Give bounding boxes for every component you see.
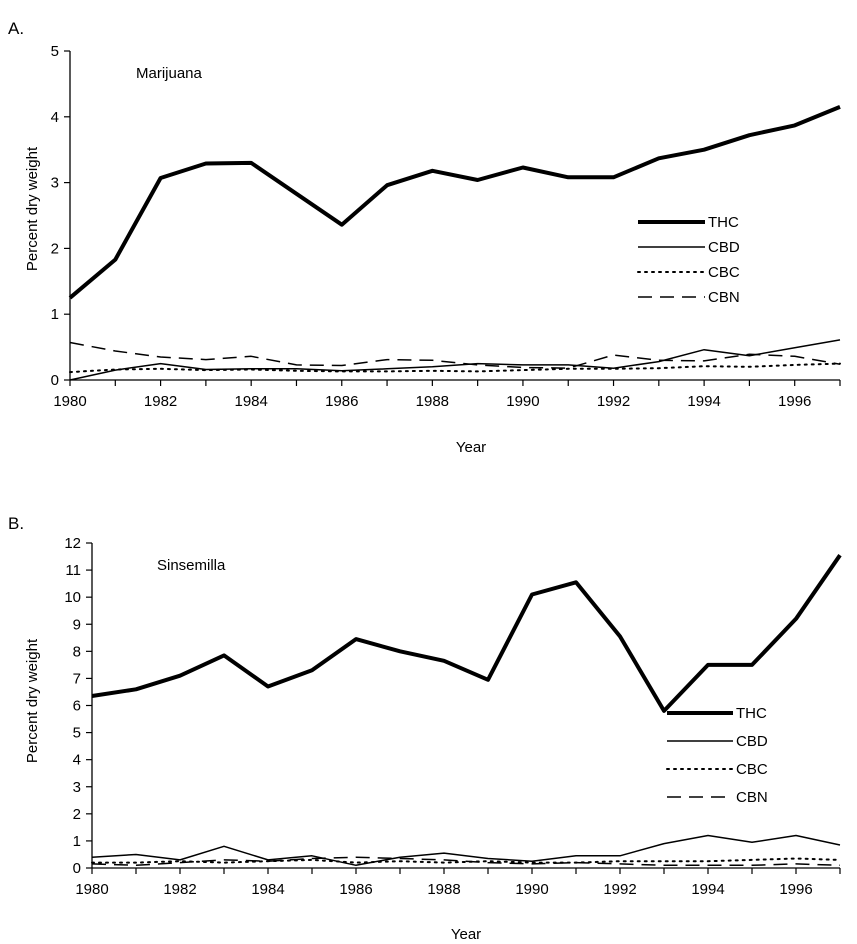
panel-b-y-tick-label: 5: [73, 725, 81, 742]
panel-a-lines: [68, 105, 841, 381]
panel-b-axes: [91, 543, 840, 869]
panel-b-y-tick-label: 0: [73, 860, 81, 877]
panel-b-y-tick-label: 10: [64, 589, 81, 606]
panel-a-legend-label-thc: THC: [708, 214, 739, 231]
panel-b-series-cbn-line: [91, 856, 841, 867]
panel-b-y-tick-label: 1: [73, 833, 81, 850]
panel-b-y-tick-label: 6: [73, 698, 81, 715]
panel-a-xlabel: Year: [456, 439, 486, 456]
panel-a-legend-label-cbn: CBN: [708, 289, 740, 306]
panel-b-x-tick-label: 1982: [163, 881, 196, 898]
panel-a-legend-label-cbc: CBC: [708, 264, 740, 281]
panel-a-series-cbd-line: [69, 339, 841, 381]
panel-b-y-tick-label: 9: [73, 616, 81, 633]
panel-b-y-tick-label: 12: [64, 535, 81, 552]
panel-a-y-tick-label: 1: [51, 306, 59, 323]
panel-b-x-tick-label: 1996: [779, 881, 812, 898]
panel-a-axes: [69, 51, 840, 381]
panel-b-legend-label-cbc: CBC: [736, 761, 768, 778]
panel-a-x-tick-label: 1994: [687, 393, 720, 410]
panel-b-x-tick-label: 1994: [691, 881, 724, 898]
panel-b-legend: THC CBD CBC CBN: [666, 705, 768, 806]
panel-a-y-tick-label: 2: [51, 240, 59, 257]
panel-b-series-thc-line: [91, 554, 842, 713]
panel-a-series-cbc-line: [69, 362, 841, 374]
panel-a-y-tick-label: 0: [51, 372, 59, 389]
panel-a-x-tick-label: 1996: [778, 393, 811, 410]
panel-b-letter: B.: [8, 514, 24, 533]
panel-b-title: Sinsemilla: [157, 557, 226, 574]
panel-a-x-tick-label: 1984: [234, 393, 267, 410]
panel-b-y-tick-label: 4: [73, 752, 81, 769]
panel-a-title: Marijuana: [136, 65, 203, 82]
panel-b-lines: [91, 554, 842, 867]
panel-b: B. Sinsemilla Percent dry weight Year 0 1…: [8, 514, 842, 943]
panel-a-letter: A.: [8, 19, 24, 38]
panel-b-y-tick-label: 11: [65, 562, 81, 579]
panel-b-y-tick-label: 7: [73, 670, 81, 687]
panel-a: A. Marijuana Percent dry weight Year 0 1 2…: [8, 19, 841, 456]
panel-a-ylabel: Percent dry weight: [24, 146, 41, 271]
panel-a-series-thc-line: [68, 105, 841, 300]
panel-a-x-tick-label: 1986: [325, 393, 358, 410]
panel-b-y-tick-label: 8: [73, 643, 81, 660]
panel-b-series-cbd-line: [91, 834, 841, 867]
panel-a-legend-label-cbd: CBD: [708, 239, 740, 256]
panel-b-xlabel: Year: [451, 926, 481, 943]
panel-b-x-tick-label: 1986: [339, 881, 372, 898]
panel-a-series-cbn-line: [69, 341, 841, 369]
panel-b-series-cbc-line: [91, 857, 841, 864]
panel-b-legend-label-cbd: CBD: [736, 733, 768, 750]
panel-a-y-tick-label: 5: [51, 43, 59, 60]
panel-b-legend-label-thc: THC: [736, 705, 767, 722]
panel-b-x-tick-label: 1980: [75, 881, 108, 898]
panel-a-x-tick-label: 1980: [53, 393, 86, 410]
panel-b-y-tick-label: 3: [73, 779, 81, 796]
panel-a-legend: THC CBD CBC CBN: [637, 214, 740, 306]
panel-b-x-tick-label: 1992: [603, 881, 636, 898]
panel-b-ylabel: Percent dry weight: [24, 638, 41, 763]
panel-a-x-tick-label: 1990: [506, 393, 539, 410]
panel-a-ticks: 0 1 2 3 4 5 1980 1982 1984 1986 1988 1990 1992 1994 19…: [51, 43, 841, 410]
panel-b-legend-label-cbn: CBN: [736, 789, 768, 806]
panel-b-x-tick-label: 1990: [515, 881, 548, 898]
panel-b-y-tick-label: 2: [73, 806, 81, 823]
panel-b-x-tick-label: 1984: [251, 881, 284, 898]
panel-a-x-tick-label: 1992: [597, 393, 630, 410]
panel-a-y-tick-label: 3: [51, 175, 59, 192]
panel-a-y-tick-label: 4: [51, 109, 59, 126]
panel-a-x-tick-label: 1982: [144, 393, 177, 410]
panel-a-x-tick-label: 1988: [416, 393, 449, 410]
panel-b-x-tick-label: 1988: [427, 881, 460, 898]
